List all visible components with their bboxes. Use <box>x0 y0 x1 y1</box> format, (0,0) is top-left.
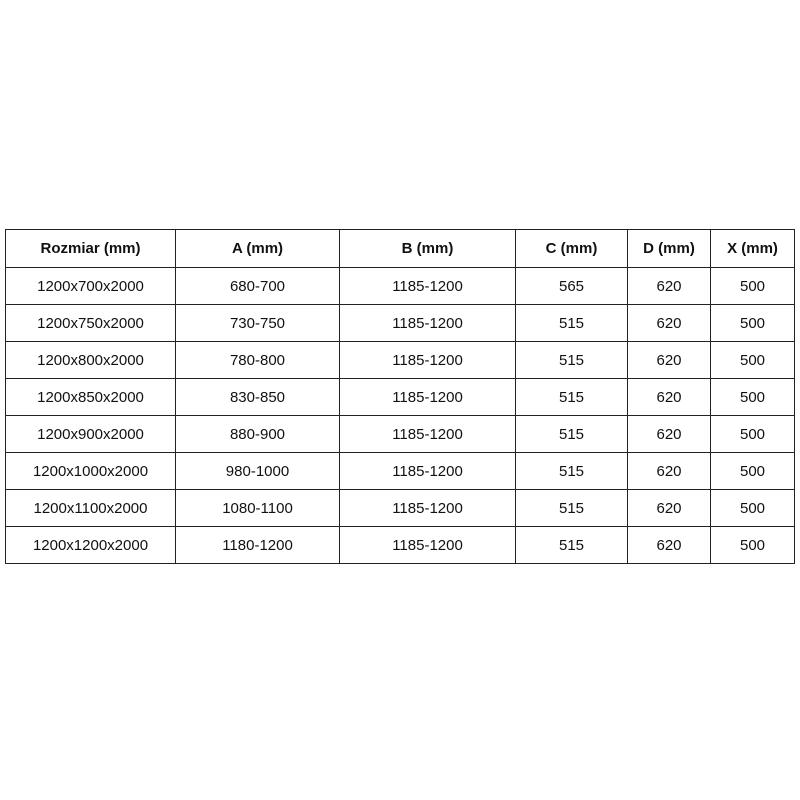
table-cell: 1200x850x2000 <box>5 378 176 416</box>
table-cell: 620 <box>627 378 711 416</box>
table-cell: 515 <box>515 304 628 342</box>
table-cell: 1185-1200 <box>339 415 516 453</box>
table-cell: 680-700 <box>175 267 340 305</box>
table-cell: 620 <box>627 452 711 490</box>
header-cell: Rozmiar (mm) <box>5 229 176 268</box>
table-cell: 980-1000 <box>175 452 340 490</box>
table-row: 1200x1100x2000 1080-1100 1185-1200 515 620 50… <box>5 489 795 527</box>
table-cell: 1185-1200 <box>339 378 516 416</box>
table-cell: 620 <box>627 489 711 527</box>
dimensions-table: Rozmiar (mm) A (mm) B (mm) C (mm) D (mm) X (m… <box>5 229 795 564</box>
table-cell: 515 <box>515 378 628 416</box>
table-cell: 620 <box>627 415 711 453</box>
table-cell: 500 <box>710 415 795 453</box>
table-cell: 500 <box>710 304 795 342</box>
table-cell: 1185-1200 <box>339 341 516 379</box>
table-cell: 1185-1200 <box>339 267 516 305</box>
table-cell: 830-850 <box>175 378 340 416</box>
table-cell: 1200x750x2000 <box>5 304 176 342</box>
table-cell: 620 <box>627 526 711 564</box>
table-cell: 880-900 <box>175 415 340 453</box>
header-cell: X (mm) <box>710 229 795 268</box>
table-cell: 1185-1200 <box>339 304 516 342</box>
table-cell: 1200x1200x2000 <box>5 526 176 564</box>
table-cell: 620 <box>627 304 711 342</box>
table-cell: 1180-1200 <box>175 526 340 564</box>
table-cell: 1185-1200 <box>339 452 516 490</box>
header-cell: A (mm) <box>175 229 340 268</box>
header-cell: D (mm) <box>627 229 711 268</box>
table-cell: 1080-1100 <box>175 489 340 527</box>
table-cell: 500 <box>710 526 795 564</box>
table-cell: 565 <box>515 267 628 305</box>
table-row: 1200x900x2000 880-900 1185-1200 515 620 500 <box>5 415 795 453</box>
table-row: 1200x850x2000 830-850 1185-1200 515 620 500 <box>5 378 795 416</box>
table-row: 1200x1200x2000 1180-1200 1185-1200 515 620 50… <box>5 526 795 564</box>
table-cell: 515 <box>515 489 628 527</box>
table-cell: 1200x700x2000 <box>5 267 176 305</box>
table-cell: 780-800 <box>175 341 340 379</box>
table-cell: 500 <box>710 267 795 305</box>
table-cell: 1200x800x2000 <box>5 341 176 379</box>
header-cell: B (mm) <box>339 229 516 268</box>
table-row: 1200x750x2000 730-750 1185-1200 515 620 500 <box>5 304 795 342</box>
table-row: 1200x1000x2000 980-1000 1185-1200 515 620 500 <box>5 452 795 490</box>
table-cell: 1200x900x2000 <box>5 415 176 453</box>
table-cell: 500 <box>710 452 795 490</box>
table-cell: 500 <box>710 341 795 379</box>
table-cell: 620 <box>627 267 711 305</box>
table-cell: 730-750 <box>175 304 340 342</box>
table-cell: 500 <box>710 378 795 416</box>
table-cell: 500 <box>710 489 795 527</box>
header-row: Rozmiar (mm) A (mm) B (mm) C (mm) D (mm) X (m… <box>5 229 795 268</box>
table-cell: 515 <box>515 415 628 453</box>
table-cell: 1200x1100x2000 <box>5 489 176 527</box>
table-row: 1200x700x2000 680-700 1185-1200 565 620 500 <box>5 267 795 305</box>
header-cell: C (mm) <box>515 229 628 268</box>
table-cell: 1185-1200 <box>339 526 516 564</box>
table-cell: 515 <box>515 341 628 379</box>
table-cell: 1185-1200 <box>339 489 516 527</box>
table-cell: 1200x1000x2000 <box>5 452 176 490</box>
table-cell: 515 <box>515 526 628 564</box>
table-row: 1200x800x2000 780-800 1185-1200 515 620 500 <box>5 341 795 379</box>
table-cell: 515 <box>515 452 628 490</box>
table-cell: 620 <box>627 341 711 379</box>
